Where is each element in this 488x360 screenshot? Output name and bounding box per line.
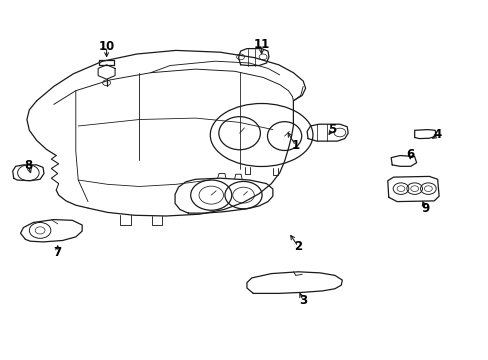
Text: 4: 4: [433, 129, 441, 141]
Text: 10: 10: [98, 40, 115, 53]
Text: 8: 8: [24, 159, 32, 172]
Text: 1: 1: [291, 139, 299, 152]
Text: 5: 5: [328, 123, 336, 136]
Text: 7: 7: [54, 246, 61, 258]
Text: 3: 3: [299, 294, 306, 307]
Text: 11: 11: [253, 39, 269, 51]
Text: 6: 6: [406, 148, 414, 161]
Text: 9: 9: [421, 202, 428, 215]
Text: 2: 2: [294, 240, 302, 253]
